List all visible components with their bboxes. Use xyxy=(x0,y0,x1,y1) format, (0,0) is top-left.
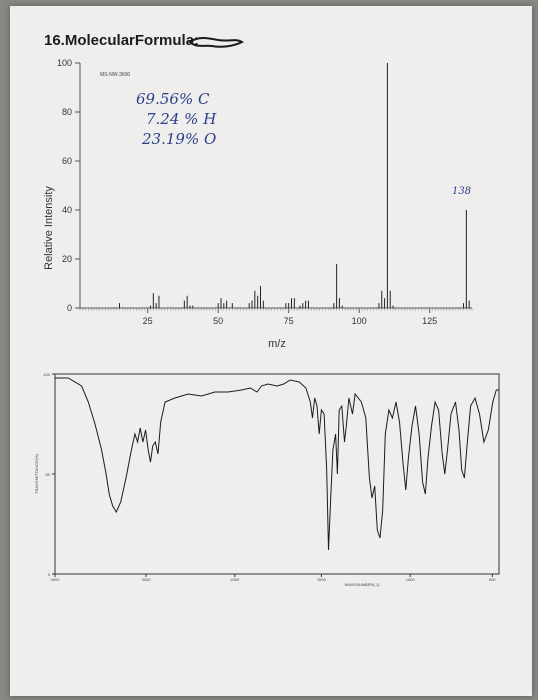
ir-x-tick-label: 500 xyxy=(489,577,496,582)
ms-y-tick-label: 60 xyxy=(62,156,72,166)
ms-y-tick-label: 20 xyxy=(62,254,72,264)
ms-x-tick-label: 50 xyxy=(213,316,223,326)
ir-ylabel: TRANSMITTANCE(%) xyxy=(34,453,39,494)
ir-x-tick-label: 4000 xyxy=(51,577,61,582)
ms-x-ticks: 25 50 75 100 125 xyxy=(143,308,437,326)
ir-x-tick-label: 2000 xyxy=(230,577,240,582)
ms-minor-ticks xyxy=(79,308,473,311)
ir-x-tick-label: 1000 xyxy=(406,577,416,582)
ms-peaks xyxy=(118,63,470,308)
ir-y-tick-label: 100 xyxy=(43,372,50,377)
ir-y-tick-label: 50 xyxy=(46,472,51,477)
ir-xlabel: WAVENUMBER(-1) xyxy=(345,582,381,587)
ms-y-ticks: 0 20 40 60 80 100 xyxy=(57,58,80,313)
paper-sheet xyxy=(10,6,532,696)
ir-frame xyxy=(54,373,500,575)
scribble-mark xyxy=(188,37,244,48)
ms-x-tick-label: 25 xyxy=(143,316,153,326)
ms-xlabel: m/z xyxy=(268,338,286,350)
ms-spectrum-id: MS-NW-3600 xyxy=(100,72,130,78)
ir-x-ticks: 4000 3000 2000 1500 1000 500 xyxy=(51,574,496,582)
ir-y-ticks: 100 50 0 xyxy=(43,372,55,577)
composition-oxygen: 23.19% O xyxy=(141,130,216,148)
ms-ylabel: Relative Intensity xyxy=(43,186,55,270)
ir-x-tick-label: 3000 xyxy=(142,577,152,582)
ms-y-tick-label: 0 xyxy=(67,303,72,313)
peak-label-138: 138 xyxy=(452,186,471,197)
ms-x-tick-label: 125 xyxy=(422,316,437,326)
ir-y-tick-label: 0 xyxy=(48,572,51,577)
ms-y-tick-label: 100 xyxy=(57,58,72,68)
mass-spectrum-chart: 0 20 40 60 80 100 25 50 75 100 125 Relative Inten… xyxy=(43,58,473,350)
composition-hydrogen: 7.24 % H xyxy=(146,110,217,128)
ms-y-tick-label: 80 xyxy=(62,107,72,117)
composition-carbon: 69.56% C xyxy=(136,90,210,108)
ms-x-tick-label: 75 xyxy=(284,316,294,326)
page-heading: 16.MolecularFormula: xyxy=(44,32,200,49)
ms-y-tick-label: 40 xyxy=(62,205,72,215)
ir-transmittance-line xyxy=(55,377,499,551)
ir-x-tick-label: 1500 xyxy=(317,577,327,582)
ms-x-tick-label: 100 xyxy=(352,316,367,326)
